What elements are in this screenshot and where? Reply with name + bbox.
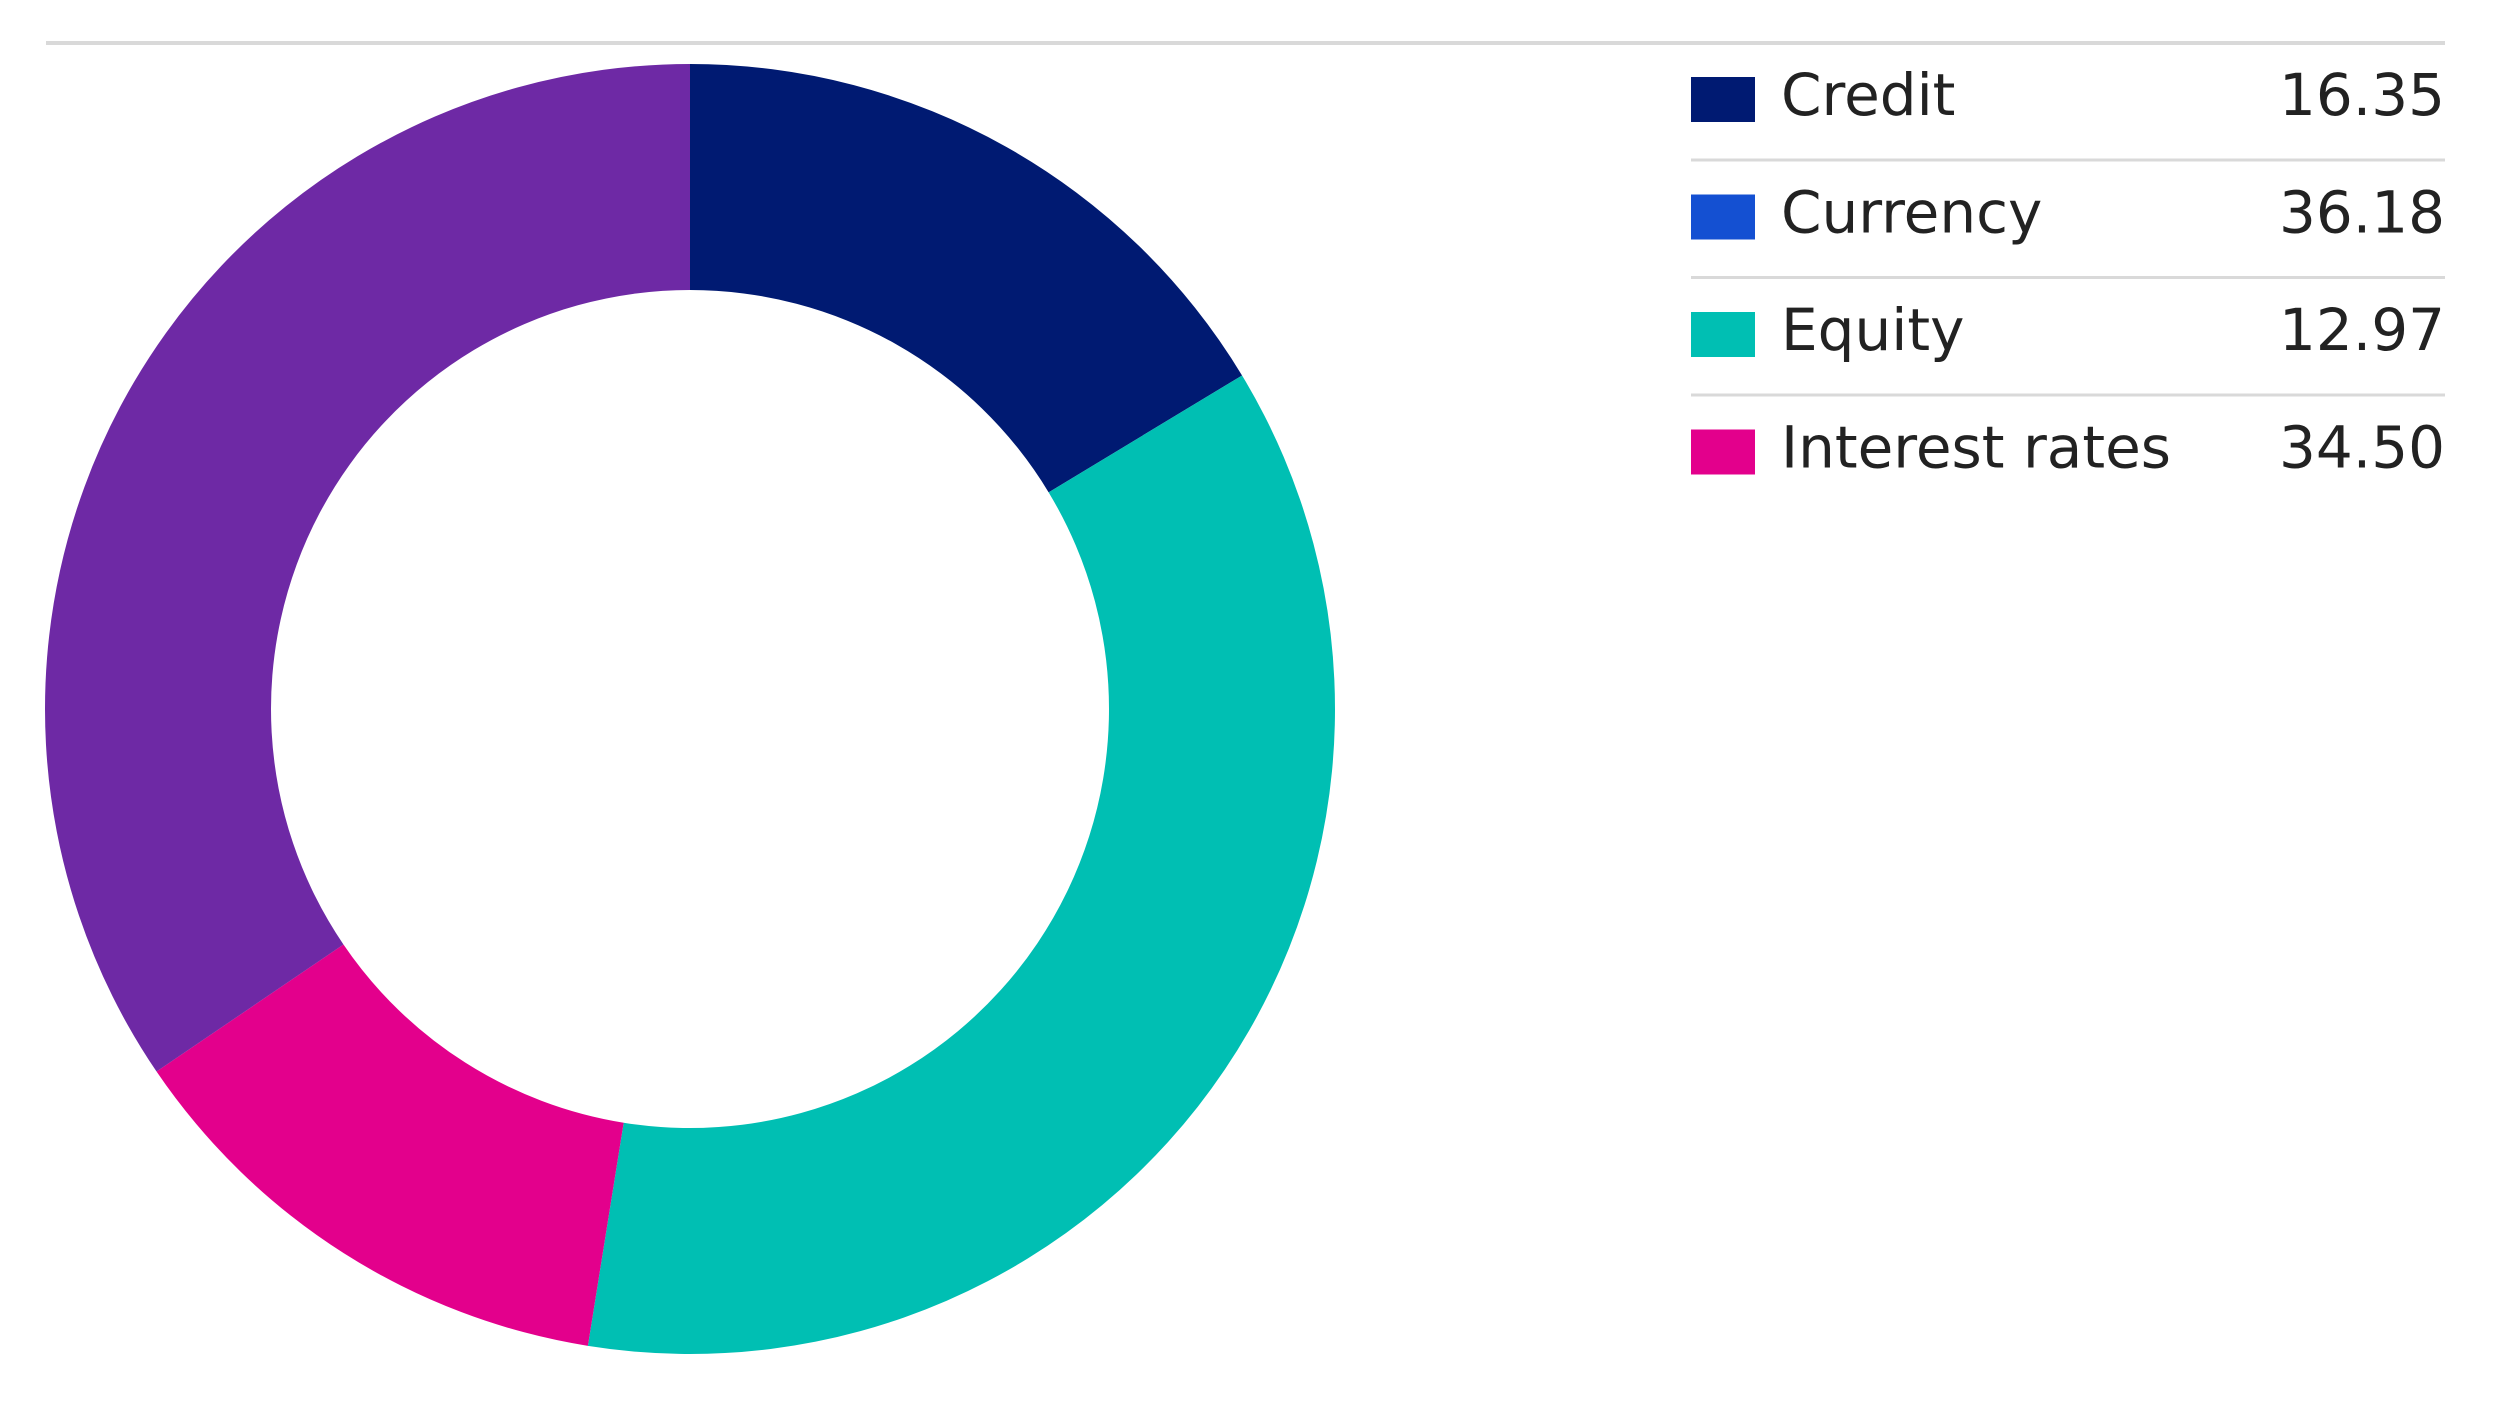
- legend-label: Equity: [1781, 296, 1964, 364]
- legend-value: 16.35: [2279, 61, 2445, 129]
- legend-value: 12.97: [2279, 296, 2445, 364]
- donut-slice: [45, 64, 690, 1072]
- donut-slice: [587, 375, 1336, 1355]
- donut-slice: [690, 64, 1243, 493]
- legend-label: Currency: [1781, 179, 2042, 247]
- legend-value: 36.18: [2279, 179, 2445, 247]
- legend-value: 34.50: [2279, 414, 2445, 482]
- legend-swatch: [1691, 77, 1755, 122]
- legend-label: Interest rates: [1781, 414, 2171, 482]
- donut-slice: [156, 944, 624, 1346]
- legend-label: Credit: [1781, 61, 1955, 129]
- legend-swatch: [1691, 312, 1755, 357]
- legend-swatch: [1691, 194, 1755, 240]
- legend-swatch: [1691, 429, 1755, 475]
